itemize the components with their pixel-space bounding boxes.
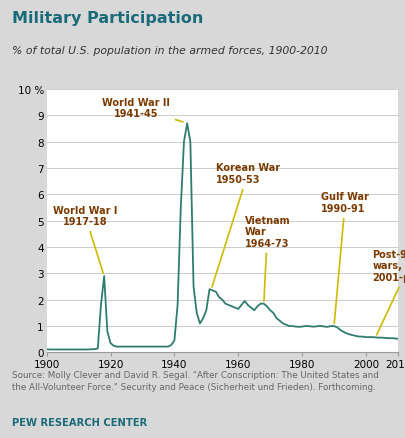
Text: Military Participation: Military Participation bbox=[12, 11, 203, 26]
Text: Vietnam
War
1964-73: Vietnam War 1964-73 bbox=[244, 215, 290, 301]
Text: Post-9/11
wars,
2001-present: Post-9/11 wars, 2001-present bbox=[371, 249, 405, 335]
Text: % of total U.S. population in the armed forces, 1900-2010: % of total U.S. population in the armed … bbox=[12, 46, 327, 56]
Text: PEW RESEARCH CENTER: PEW RESEARCH CENTER bbox=[12, 417, 147, 427]
Text: World War I
1917-18: World War I 1917-18 bbox=[53, 205, 117, 274]
Text: Source: Molly Clever and David R. Segal. "After Conscription: The United States : Source: Molly Clever and David R. Segal.… bbox=[12, 370, 378, 391]
Text: Gulf War
1990-91: Gulf War 1990-91 bbox=[320, 192, 368, 324]
Text: Korean War
1950-53: Korean War 1950-53 bbox=[211, 163, 279, 287]
Text: World War II
1941-45: World War II 1941-45 bbox=[102, 97, 183, 123]
